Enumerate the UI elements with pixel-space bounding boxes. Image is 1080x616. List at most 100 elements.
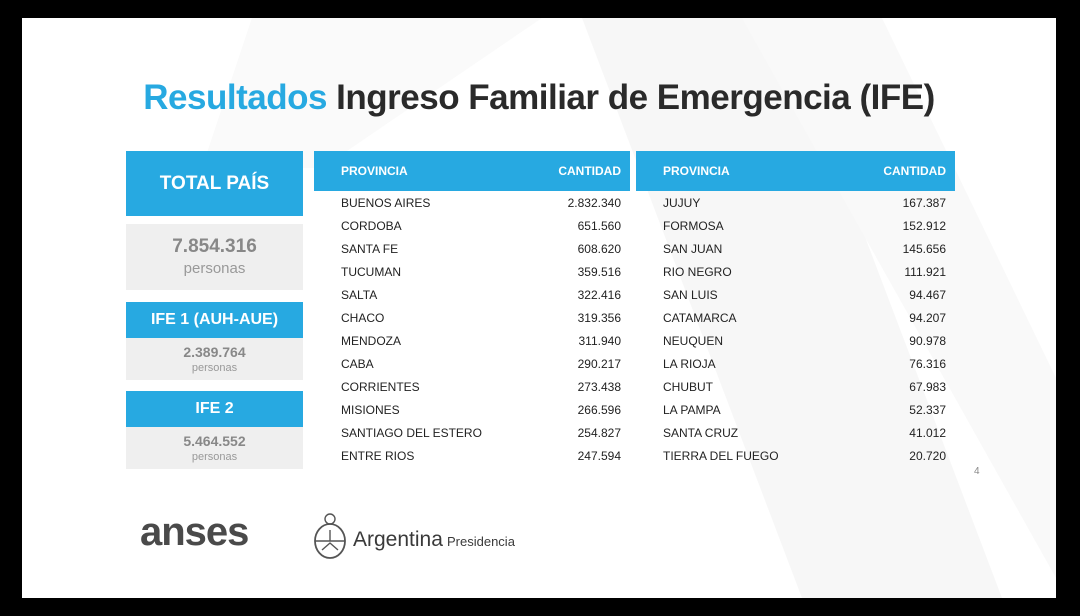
- column-header-cantidad: CANTIDAD: [847, 151, 955, 191]
- province-name: SANTIAGO DEL ESTERO: [341, 425, 482, 440]
- table-header-row: PROVINCIA CANTIDAD: [314, 151, 630, 191]
- province-name: CORRIENTES: [341, 379, 420, 394]
- province-name: LA PAMPA: [663, 402, 721, 417]
- province-quantity: 290.217: [577, 356, 621, 371]
- table-row: SANTA CRUZ 41.012: [636, 421, 955, 444]
- province-quantity: 76.316: [909, 356, 946, 371]
- ife1-value: 2.389.764: [183, 344, 246, 360]
- total-pais-unit: personas: [183, 260, 246, 277]
- anses-logo: anses: [140, 510, 249, 554]
- table-row: CHACO 319.356: [314, 306, 630, 329]
- table-row: CORDOBA 651.560: [314, 214, 630, 237]
- province-quantity: 359.516: [577, 264, 621, 279]
- argentina-label: Argentina: [353, 528, 443, 551]
- province-name: NEUQUEN: [663, 333, 724, 348]
- province-name: CHUBUT: [663, 379, 713, 394]
- province-quantity: 319.356: [577, 310, 621, 325]
- ife2-label: IFE 2: [195, 400, 234, 417]
- table-row: RIO NEGRO 111.921: [636, 260, 955, 283]
- province-name: ENTRE RIOS: [341, 448, 415, 463]
- total-pais-label: TOTAL PAÍS: [159, 172, 270, 194]
- province-quantity: 273.438: [577, 379, 621, 394]
- province-quantity: 167.387: [902, 195, 946, 210]
- table-row: JUJUY 167.387: [636, 191, 955, 214]
- table-row: CATAMARCA 94.207: [636, 306, 955, 329]
- province-quantity: 67.983: [909, 379, 946, 394]
- table-row: SAN LUIS 94.467: [636, 283, 955, 306]
- ife2-header: IFE 2: [126, 391, 303, 427]
- table-body-right: JUJUY 167.387 FORMOSA 152.912 SAN JUAN 145.65…: [636, 191, 955, 467]
- table-row: SAN JUAN 145.656: [636, 237, 955, 260]
- province-quantity: 111.921: [904, 264, 946, 279]
- ife1-label: IFE 1 (AUH-AUE): [150, 311, 279, 328]
- province-name: SAN JUAN: [663, 241, 723, 256]
- province-table-left: PROVINCIA CANTIDAD BUENOS AIRES 2.832.340…: [314, 151, 630, 467]
- province-quantity: 608.620: [577, 241, 621, 256]
- province-quantity: 90.978: [909, 333, 946, 348]
- province-name: CABA: [341, 356, 374, 371]
- table-row: SANTIAGO DEL ESTERO 254.827: [314, 421, 630, 444]
- province-quantity: 20.720: [909, 448, 946, 463]
- table-row: TUCUMAN 359.516: [314, 260, 630, 283]
- province-quantity: 247.594: [577, 448, 621, 463]
- slide: Resultados Ingreso Familiar de Emergenci…: [22, 18, 1056, 598]
- province-quantity: 322.416: [577, 287, 621, 302]
- province-name: CORDOBA: [341, 218, 402, 233]
- province-quantity: 41.012: [909, 425, 946, 440]
- table-row: CHUBUT 67.983: [636, 375, 955, 398]
- province-quantity: 152.912: [902, 218, 946, 233]
- ife2-value: 5.464.552: [183, 433, 246, 449]
- ife1-header: IFE 1 (AUH-AUE): [126, 302, 303, 338]
- ife1-box: 2.389.764 personas: [126, 338, 303, 380]
- province-quantity: 311.940: [578, 333, 622, 348]
- table-row: BUENOS AIRES 2.832.340: [314, 191, 630, 214]
- table-row: MISIONES 266.596: [314, 398, 630, 421]
- page-title: Resultados Ingreso Familiar de Emergenci…: [22, 78, 1056, 118]
- province-name: FORMOSA: [663, 218, 724, 233]
- province-name: JUJUY: [663, 195, 701, 210]
- table-row: MENDOZA 311.940: [314, 329, 630, 352]
- province-quantity: 94.467: [909, 287, 946, 302]
- title-main: Ingreso Familiar de Emergencia (IFE): [336, 78, 935, 117]
- table-row: CORRIENTES 273.438: [314, 375, 630, 398]
- province-name: TUCUMAN: [341, 264, 401, 279]
- table-row: FORMOSA 152.912: [636, 214, 955, 237]
- province-name: MISIONES: [341, 402, 400, 417]
- table-row: CABA 290.217: [314, 352, 630, 375]
- table-row: SALTA 322.416: [314, 283, 630, 306]
- province-quantity: 145.656: [902, 241, 946, 256]
- province-name: LA RIOJA: [663, 356, 716, 371]
- title-accent: Resultados: [143, 78, 327, 117]
- province-quantity: 94.207: [909, 310, 946, 325]
- table-body-left: BUENOS AIRES 2.832.340 CORDOBA 651.560 SANTA…: [314, 191, 630, 467]
- column-header-provincia: PROVINCIA: [636, 151, 848, 191]
- province-quantity: 266.596: [577, 402, 621, 417]
- province-table-right: PROVINCIA CANTIDAD JUJUY 167.387 FORMOSA 15…: [636, 151, 955, 467]
- province-name: BUENOS AIRES: [341, 195, 431, 210]
- province-name: SANTA CRUZ: [663, 425, 739, 440]
- province-name: CATAMARCA: [663, 310, 737, 325]
- table-row: ENTRE RIOS 247.594: [314, 444, 630, 467]
- ife1-unit: personas: [191, 362, 238, 374]
- province-name: MENDOZA: [341, 333, 401, 348]
- total-pais-header: TOTAL PAÍS: [126, 151, 303, 216]
- table-row: LA PAMPA 52.337: [636, 398, 955, 421]
- page-number: 4: [974, 466, 980, 477]
- province-name: SAN LUIS: [663, 287, 718, 302]
- province-name: CHACO: [341, 310, 385, 325]
- ife2-box: 5.464.552 personas: [126, 427, 303, 469]
- province-quantity: 2.832.340: [567, 195, 621, 210]
- ife2-unit: personas: [191, 451, 238, 463]
- table-row: SANTA FE 608.620: [314, 237, 630, 260]
- province-name: SANTA FE: [341, 241, 399, 256]
- presidencia-label: Presidencia: [447, 534, 515, 549]
- argentina-seal-icon: [314, 513, 346, 559]
- column-header-cantidad: CANTIDAD: [534, 151, 630, 191]
- table-row: NEUQUEN 90.978: [636, 329, 955, 352]
- province-quantity: 254.827: [577, 425, 621, 440]
- province-name: RIO NEGRO: [663, 264, 732, 279]
- total-pais-value: 7.854.316: [172, 236, 257, 257]
- province-quantity: 52.337: [909, 402, 946, 417]
- total-pais-box: 7.854.316 personas: [126, 224, 303, 290]
- province-quantity: 651.560: [577, 218, 621, 233]
